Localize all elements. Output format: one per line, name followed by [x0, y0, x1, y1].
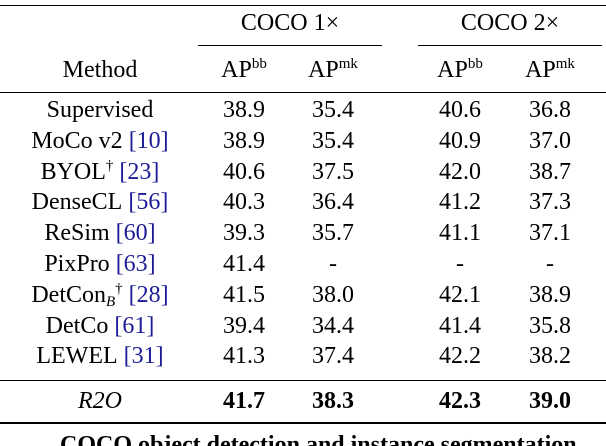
cell: 36.8: [529, 97, 571, 123]
cell: -: [456, 251, 464, 277]
bottom-rule: [0, 422, 606, 424]
method-name: LEWEL: [36, 343, 118, 370]
cell: 37.1: [529, 220, 571, 247]
column-base: AP: [525, 57, 556, 83]
cell: 41.7: [223, 388, 265, 414]
column-header: APmk: [525, 56, 575, 84]
cell: 38.2: [529, 343, 571, 370]
method-name: DetCon: [31, 281, 107, 308]
cell: 38.9: [223, 127, 265, 154]
method-cell: PixPro [63]: [44, 250, 155, 278]
cell: 38.7: [529, 158, 571, 185]
column-base: AP: [437, 57, 468, 83]
citation: [23]: [119, 158, 160, 185]
column-sup: bb: [251, 56, 267, 72]
cell: 42.0: [439, 158, 481, 185]
method-cell: Supervised: [47, 96, 154, 124]
method-cell: MoCo v2 [10]: [31, 127, 168, 155]
column-sup: mk: [555, 56, 575, 72]
cell: 39.4: [223, 312, 265, 339]
group-rule: [418, 45, 602, 46]
cell: 35.4: [312, 127, 354, 154]
cell: 35.8: [529, 312, 571, 339]
group-header: COCO 2×: [460, 10, 560, 36]
cell: 42.2: [439, 343, 481, 370]
header-rule: [0, 92, 606, 93]
method-cell: R2O: [78, 387, 122, 415]
cell: 37.0: [529, 127, 571, 154]
cell: 35.7: [312, 220, 354, 247]
cell: 40.6: [439, 97, 481, 123]
citation: [31]: [123, 343, 164, 370]
column-sup: mk: [338, 56, 358, 72]
cell: -: [329, 251, 337, 277]
method-cell: LEWEL [31]: [36, 342, 163, 370]
method-name: BYOL: [40, 158, 106, 185]
cell: 40.3: [223, 189, 265, 216]
mid-rule: [0, 380, 606, 381]
cell: 38.9: [529, 281, 571, 308]
cell: 38.0: [312, 281, 354, 308]
citation: [56]: [128, 189, 169, 216]
method-name: MoCo v2: [31, 127, 123, 154]
method-cell: ReSim [60]: [44, 219, 155, 247]
cell: 36.4: [312, 189, 354, 216]
cell: 41.4: [223, 251, 265, 277]
column-header: Method: [62, 57, 138, 83]
cell: 38.3: [312, 388, 354, 414]
cell: 40.6: [223, 158, 265, 185]
citation: [10]: [128, 127, 169, 154]
cell: 35.4: [312, 97, 354, 123]
method-cell: DetCo [61]: [46, 312, 155, 340]
method-name: R2O: [78, 388, 122, 414]
citation: [60]: [115, 220, 156, 247]
cell: 42.3: [439, 388, 481, 414]
cell: 41.2: [439, 189, 481, 216]
cell: 42.1: [439, 281, 481, 308]
group-header: COCO 1×: [240, 10, 340, 36]
cell: 34.4: [312, 312, 354, 339]
cell: 41.1: [439, 220, 481, 247]
column-header: APmk: [308, 56, 358, 84]
method-name: ReSim: [44, 220, 110, 247]
cell: 38.9: [223, 97, 265, 123]
citation: [61]: [114, 312, 155, 339]
cell: 41.4: [439, 312, 481, 339]
column-header: APbb: [437, 56, 483, 84]
method-name: PixPro: [44, 251, 110, 277]
method-sup: †: [115, 280, 123, 297]
caption: COCO object detection and instance segme…: [60, 432, 577, 446]
top-rule: [0, 5, 606, 6]
method-name: Supervised: [46, 97, 154, 123]
column-sup: bb: [467, 56, 483, 72]
method-sup: †: [105, 157, 114, 174]
group-rule: [198, 45, 382, 46]
citation: [63]: [115, 251, 156, 277]
method-cell: DetConB† [28]: [31, 281, 168, 309]
citation: [28]: [128, 281, 169, 308]
method-name: DenseCL: [31, 189, 123, 216]
method-sub: B: [106, 293, 116, 310]
cell: 41.5: [223, 281, 265, 308]
method-cell: BYOL† [23]: [41, 158, 160, 186]
method-name: DetCo: [45, 312, 109, 339]
method-cell: DenseCL [56]: [32, 188, 169, 216]
cell: 39.0: [529, 388, 571, 414]
cell: -: [546, 251, 554, 277]
column-base: AP: [308, 57, 339, 83]
cell: 37.5: [312, 158, 354, 185]
cell: 41.3: [223, 343, 265, 370]
cell: 39.3: [223, 220, 265, 247]
cell: 37.3: [529, 189, 571, 216]
column-header: APbb: [221, 56, 267, 84]
cell: 37.4: [312, 343, 354, 370]
column-base: AP: [221, 57, 252, 83]
cell: 40.9: [439, 127, 481, 154]
